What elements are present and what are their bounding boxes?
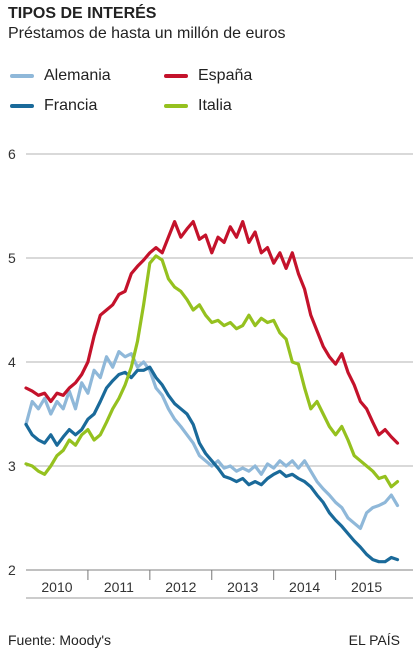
y-tick-label: 4: [8, 354, 16, 370]
x-tick-label: 2011: [104, 579, 134, 595]
x-tick-label: 2012: [165, 579, 196, 595]
chart-subtitle: Préstamos de hasta un millón de euros: [8, 25, 286, 42]
legend-swatch-espana: [164, 74, 188, 78]
legend-label-francia: Francia: [44, 97, 98, 114]
y-tick-label: 2: [8, 562, 16, 578]
legend-item-francia: Francia: [10, 97, 97, 115]
y-tick-label: 3: [8, 458, 16, 474]
series-line-espana: [24, 220, 400, 445]
legend-label-espana: España: [198, 67, 253, 84]
chart-title: TIPOS DE INTERÉS: [8, 5, 157, 22]
source-note: Fuente: Moody's: [8, 632, 112, 648]
y-tick-label: 5: [8, 250, 16, 266]
x-tick-label: 2015: [351, 579, 382, 595]
x-tick-label: 2010: [41, 579, 72, 595]
x-tick-label: 2013: [227, 579, 258, 595]
legend-swatch-alemania: [10, 74, 34, 78]
x-tick-label: 2014: [289, 579, 320, 595]
legend-label-italia: Italia: [198, 97, 232, 114]
series-line-francia: [24, 365, 400, 564]
legend-swatch-francia: [10, 104, 34, 108]
legend-swatch-italia: [164, 104, 188, 108]
legend-item-alemania: Alemania: [10, 67, 111, 85]
legend-item-italia: Italia: [164, 97, 232, 115]
series-line-italia: [24, 254, 400, 489]
series-line-alemania: [24, 350, 400, 530]
brand-logo-text: EL PAÍS: [348, 632, 400, 648]
y-tick-label: 6: [8, 146, 16, 162]
legend-label-alemania: Alemania: [44, 67, 111, 84]
legend-item-espana: España: [164, 67, 252, 85]
